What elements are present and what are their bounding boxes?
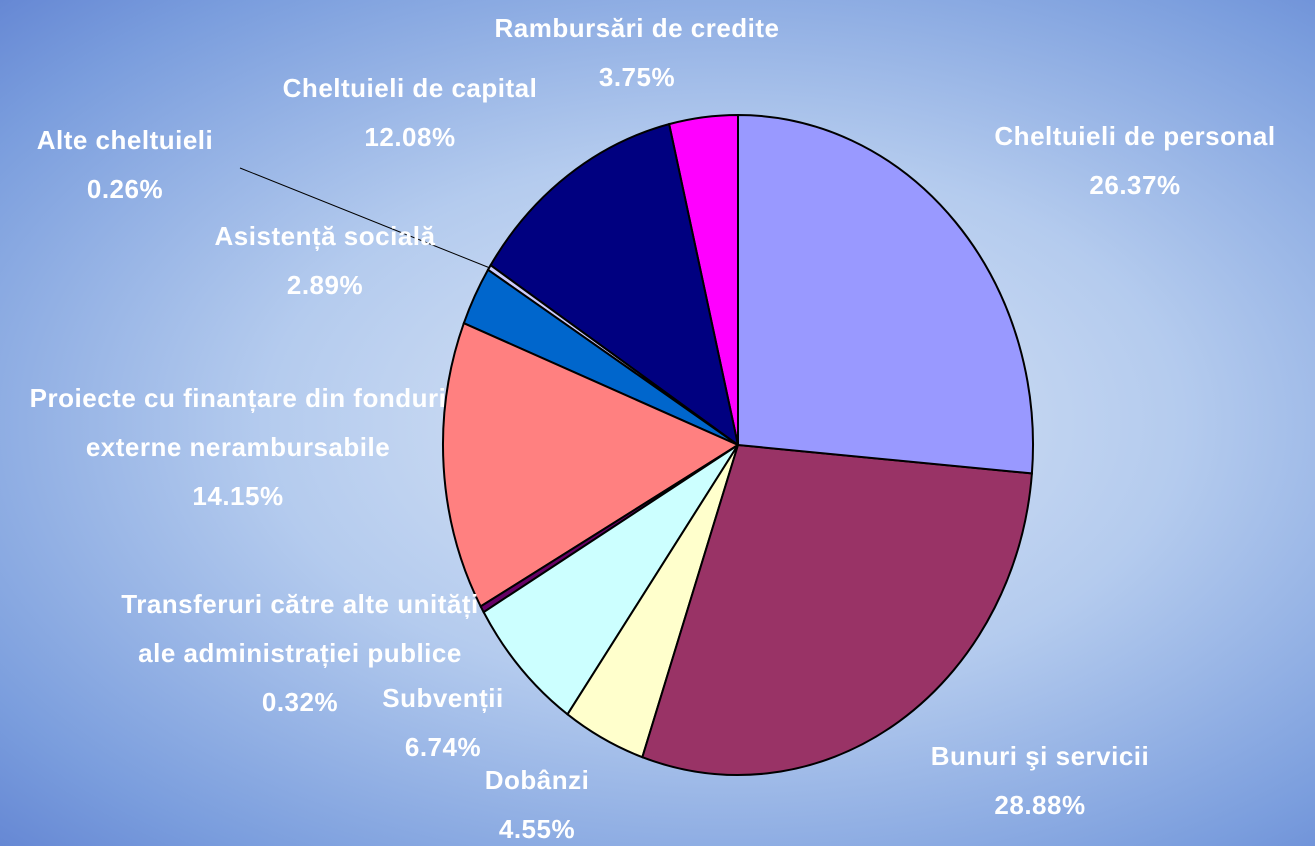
pie-slice bbox=[737, 113, 1034, 475]
slice-label: Asistență socială 2.89% bbox=[165, 212, 485, 310]
slice-label: Transferuri către alte unități ale admin… bbox=[100, 580, 500, 727]
slice-label: Proiecte cu finanțare din fonduri extern… bbox=[28, 374, 448, 521]
value-label: 6.74% bbox=[404, 732, 482, 762]
slice-label: Bunuri şi servicii 28.88% bbox=[870, 732, 1210, 830]
leader-line bbox=[239, 167, 491, 269]
pie-slice bbox=[482, 444, 739, 716]
slice-label: Alte cheltuieli 0.26% bbox=[0, 116, 255, 214]
category-label: Alte cheltuieli bbox=[36, 125, 214, 155]
category-label: Cheltuieli de capital bbox=[282, 73, 538, 103]
value-label: 28.88% bbox=[994, 790, 1086, 820]
pie-slice bbox=[641, 443, 1033, 776]
category-label: Bunuri şi servicii bbox=[930, 741, 1150, 771]
slice-label: Subvenții 6.74% bbox=[343, 674, 543, 772]
category-label: Dobânzi bbox=[484, 765, 590, 795]
value-label: 0.32% bbox=[261, 687, 339, 717]
value-label: 3.75% bbox=[598, 62, 676, 92]
category-label: Proiecte cu finanțare din fonduri extern… bbox=[29, 383, 447, 462]
value-label: 2.89% bbox=[286, 270, 364, 300]
slice-label: Cheltuieli de personal 26.37% bbox=[935, 112, 1315, 210]
category-label: Cheltuieli de personal bbox=[994, 121, 1276, 151]
pie-slice bbox=[442, 321, 741, 608]
category-label: Transferuri către alte unități ale admin… bbox=[121, 589, 479, 668]
category-label: Asistență socială bbox=[214, 221, 436, 251]
value-label: 26.37% bbox=[1089, 170, 1181, 200]
slice-label: Rambursări de credite 3.75% bbox=[437, 4, 837, 102]
value-label: 4.55% bbox=[498, 814, 576, 844]
value-label: 14.15% bbox=[192, 481, 284, 511]
slice-label: Dobânzi 4.55% bbox=[437, 756, 637, 846]
value-label: 0.26% bbox=[86, 174, 164, 204]
value-label: 12.08% bbox=[364, 122, 456, 152]
pie-slice bbox=[489, 122, 740, 448]
category-label: Subvenții bbox=[382, 683, 504, 713]
slice-label: Cheltuieli de capital 12.08% bbox=[240, 64, 580, 162]
category-label: Rambursări de credite bbox=[494, 13, 780, 43]
